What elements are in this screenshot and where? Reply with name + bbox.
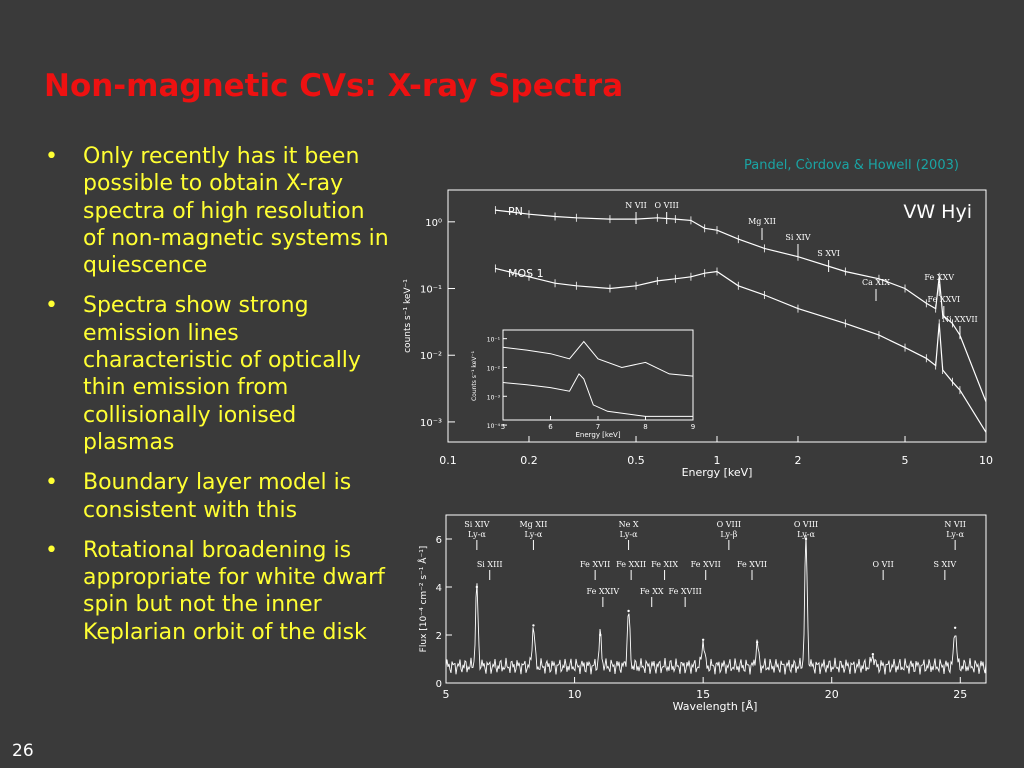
x-tick-label: 20: [825, 688, 839, 701]
page-number: 26: [12, 741, 34, 761]
line-label: N VII: [944, 520, 966, 529]
y-tick-label: 6: [436, 535, 442, 546]
line-label: Si XIV: [785, 233, 810, 242]
line-label: Mg XII: [748, 217, 776, 226]
inset-x-tick-label: 9: [691, 423, 695, 431]
line-label: Fe XVIII: [668, 587, 701, 596]
citation: Pandel, Còrdova & Howell (2003): [744, 158, 959, 173]
line-sublabel: Ly-β: [720, 530, 737, 539]
line-sublabel: Ly-α: [620, 530, 638, 539]
energy-spectrum-chart: 0.1 0.2 0.5 1 2 5 10 10⁰ 10⁻¹ 10⁻² 10⁻³ N VII O VIII…: [403, 189, 993, 479]
y-tick-label: 0: [436, 679, 442, 690]
peak-point: [475, 585, 479, 589]
x-tick-label: 2: [794, 454, 801, 467]
inset-y-tick-label: 10⁻⁴: [487, 423, 501, 430]
line-label: S XIV: [934, 560, 957, 569]
bullet-list: Only recently has it been possible to ob…: [44, 143, 389, 659]
inset-y-tick-label: 10⁻²: [487, 365, 501, 372]
line-label: Fe XVII: [580, 560, 610, 569]
inset-y-tick-label: 10⁻¹: [487, 337, 501, 344]
x-tick-label: 0.5: [627, 454, 645, 467]
inset-x-tick-label: 8: [643, 423, 647, 431]
inset-x-tick-label: 5: [501, 423, 505, 431]
line-label: Si XIII: [477, 560, 503, 569]
peak-point: [599, 633, 602, 637]
peak-point: [804, 537, 808, 541]
x-tick-label: 5: [902, 454, 909, 467]
bullet-item: Boundary layer model is consistent with …: [44, 469, 389, 524]
line-label: Mg XII: [519, 520, 547, 529]
line-label: O VIII: [654, 201, 678, 210]
line-label: S XVI: [817, 249, 840, 258]
inset-series-line: [502, 340, 694, 377]
x-axis-label: Wavelength [Å]: [673, 700, 758, 713]
peak-point: [871, 653, 875, 656]
line-sublabel: Ly-α: [946, 530, 964, 539]
line-label: Fe XXVI: [927, 295, 960, 304]
x-tick-label: 1: [714, 454, 721, 467]
x-tick-label: 5: [443, 688, 450, 701]
line-label: Fe XVII: [737, 560, 767, 569]
peak-point: [532, 624, 535, 627]
y-tick-label: 2: [436, 631, 442, 642]
line-label: Fe XIX: [651, 560, 678, 569]
line-label: O VIII: [794, 520, 818, 529]
x-tick-label: 15: [696, 688, 710, 701]
line-label: Fe XXV: [924, 273, 954, 282]
line-label: Fe XXII: [616, 560, 646, 569]
x-tick-label: 25: [953, 688, 967, 701]
inset-x-label: Energy [keV]: [575, 431, 620, 439]
inset-x-tick-label: 6: [548, 423, 553, 431]
chart-title: VW Hyi: [903, 201, 972, 223]
line-label: Fe XX: [640, 587, 664, 596]
line-label: Ni XXVII: [942, 315, 978, 324]
y-tick-label: 10⁻³: [420, 418, 442, 429]
x-axis-label: Energy [keV]: [682, 466, 753, 479]
line-sublabel: Ly-α: [797, 530, 815, 539]
bullet-item: Rotational broadening is appropriate for…: [44, 537, 389, 646]
x-tick-label: 0.1: [439, 454, 457, 467]
line-label: Ne X: [619, 520, 639, 529]
y-tick-label: 4: [436, 583, 442, 594]
x-tick-label: 10: [979, 454, 993, 467]
spectrum-line: [445, 534, 987, 675]
line-label: Fe XVII: [691, 560, 721, 569]
inset-series-line: [502, 373, 693, 417]
y-axis-label: Flux [10⁻⁴ cm⁻² s⁻¹ Å⁻¹]: [417, 546, 429, 653]
y-tick-label: 10⁰: [425, 218, 442, 229]
x-tick-label: 0.2: [520, 454, 538, 467]
line-label: N VII: [625, 201, 647, 210]
peak-point: [953, 626, 957, 629]
series-label-mos: MOS 1: [508, 267, 544, 280]
peak-point: [701, 638, 705, 641]
line-sublabel: Ly-α: [468, 530, 486, 539]
line-label: Si XIV: [464, 520, 489, 529]
slide-title: Non-magnetic CVs: X-ray Spectra: [44, 68, 624, 104]
y-tick-label: 10⁻²: [420, 351, 442, 362]
bullet-item: Spectra show strong emission lines chara…: [44, 292, 389, 456]
inset-x-tick-label: 7: [596, 423, 600, 431]
series-line-pn: [495, 209, 987, 403]
y-tick-label: 10⁻¹: [420, 285, 442, 296]
line-sublabel: Ly-α: [525, 530, 543, 539]
y-axis-label: counts s⁻¹ keV⁻¹: [403, 279, 413, 353]
inset-y-label: Counts s⁻¹ keV⁻¹: [471, 350, 478, 401]
line-label: O VII: [873, 560, 894, 569]
peak-point: [755, 641, 759, 644]
line-label: Fe XXIV: [586, 587, 619, 596]
peak-point: [627, 609, 630, 613]
line-label: O VIII: [717, 520, 741, 529]
x-tick-label: 10: [568, 688, 582, 701]
inset-y-tick-label: 10⁻³: [487, 394, 501, 401]
series-line-mos1: [495, 267, 987, 433]
line-label: Ca XIX: [862, 278, 890, 287]
series-label-pn: PN: [508, 205, 523, 218]
bullet-item: Only recently has it been possible to ob…: [44, 143, 389, 279]
